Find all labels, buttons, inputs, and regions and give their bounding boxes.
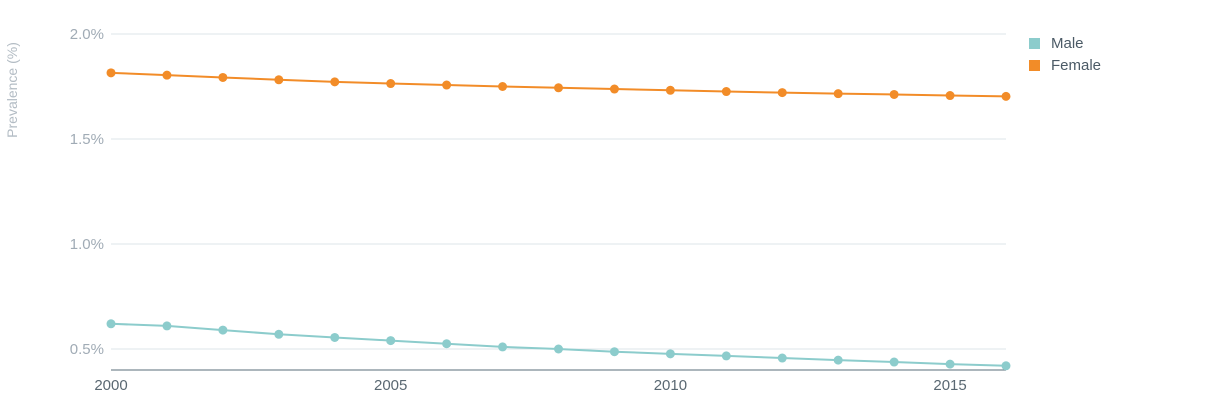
y-axis-label: Prevalence (%) bbox=[4, 42, 20, 138]
x-tick-label: 2000 bbox=[94, 377, 127, 394]
series-female bbox=[106, 68, 1011, 101]
y-tick-label: 1.0% bbox=[70, 236, 104, 253]
data-point-female[interactable] bbox=[442, 80, 452, 90]
data-point-female[interactable] bbox=[106, 68, 116, 78]
data-point-female[interactable] bbox=[1001, 91, 1011, 101]
data-point-female[interactable] bbox=[330, 77, 340, 87]
data-point-female[interactable] bbox=[498, 82, 508, 91]
data-point-male[interactable] bbox=[330, 332, 340, 342]
data-point-female[interactable] bbox=[721, 87, 731, 97]
legend-swatch bbox=[1029, 38, 1040, 49]
data-point-male[interactable] bbox=[609, 347, 619, 357]
x-tick-label: 2015 bbox=[933, 377, 966, 394]
data-point-male[interactable] bbox=[945, 359, 955, 369]
legend-label: Male bbox=[1051, 35, 1084, 52]
data-point-male[interactable] bbox=[162, 321, 172, 331]
data-point-male[interactable] bbox=[889, 357, 899, 367]
grid-lines bbox=[111, 33, 1006, 350]
data-point-female[interactable] bbox=[162, 70, 172, 80]
data-point-female[interactable] bbox=[609, 84, 619, 94]
legend-item-female[interactable]: Female bbox=[1029, 57, 1101, 74]
data-point-female[interactable] bbox=[554, 83, 563, 93]
data-point-male[interactable] bbox=[665, 349, 675, 359]
legend-label: Female bbox=[1051, 57, 1101, 74]
data-point-female[interactable] bbox=[665, 85, 675, 95]
y-tick-label: 0.5% bbox=[70, 341, 104, 358]
x-axis-ticks: 2000 2005 2010 2015 bbox=[94, 377, 966, 394]
y-axis-ticks: 0.5% 1.0% 1.5% 2.0% bbox=[70, 26, 104, 358]
data-point-female[interactable] bbox=[386, 79, 396, 89]
y-tick-label: 2.0% bbox=[70, 26, 104, 43]
data-point-female[interactable] bbox=[833, 89, 843, 99]
data-point-male[interactable] bbox=[274, 329, 284, 339]
legend[interactable]: Male Female bbox=[1029, 35, 1101, 74]
data-point-male[interactable] bbox=[1001, 361, 1011, 371]
data-point-male[interactable] bbox=[106, 319, 116, 329]
data-point-female[interactable] bbox=[777, 88, 787, 98]
data-point-male[interactable] bbox=[554, 344, 563, 354]
data-point-male[interactable] bbox=[833, 355, 843, 365]
data-point-male[interactable] bbox=[218, 325, 228, 335]
data-point-male[interactable] bbox=[777, 353, 787, 363]
data-point-female[interactable] bbox=[274, 75, 284, 85]
x-tick-label: 2010 bbox=[654, 377, 687, 394]
data-point-female[interactable] bbox=[945, 91, 955, 101]
x-tick-label: 2005 bbox=[374, 377, 407, 394]
y-tick-label: 1.5% bbox=[70, 131, 104, 148]
legend-item-male[interactable]: Male bbox=[1029, 35, 1084, 52]
data-point-female[interactable] bbox=[218, 72, 228, 82]
data-point-male[interactable] bbox=[442, 339, 452, 349]
data-point-female[interactable] bbox=[889, 89, 899, 99]
legend-swatch bbox=[1029, 60, 1040, 71]
series-male bbox=[106, 319, 1011, 371]
series-lines bbox=[106, 68, 1011, 371]
data-point-male[interactable] bbox=[386, 336, 396, 346]
data-point-male[interactable] bbox=[721, 351, 731, 361]
data-point-male[interactable] bbox=[498, 342, 508, 352]
